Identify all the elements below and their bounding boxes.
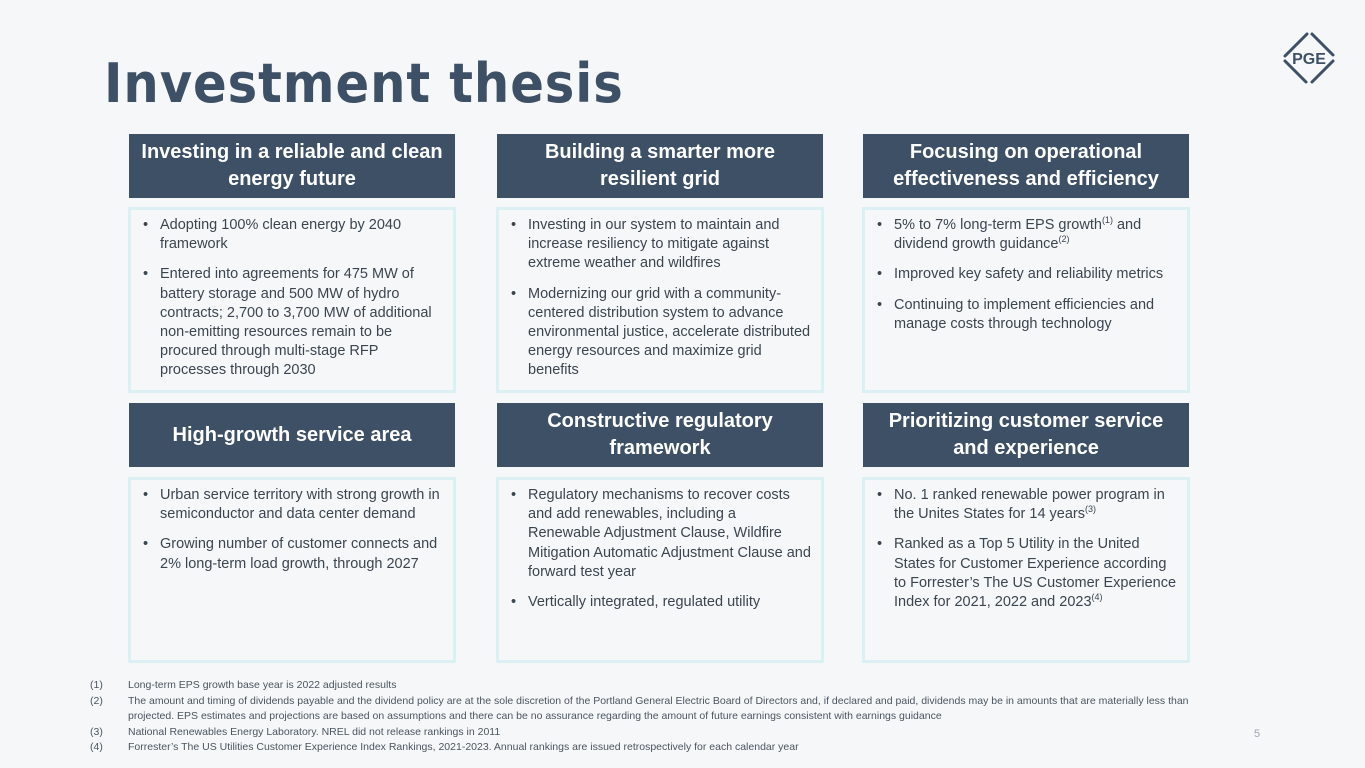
card-body: 5% to 7% long-term EPS growth(1) and div… <box>862 207 1190 393</box>
bullet-item: Urban service territory with strong grow… <box>141 486 443 524</box>
page-number: 5 <box>1254 728 1261 740</box>
bullet-item: Improved key safety and reliability metr… <box>875 265 1177 284</box>
card-header: Prioritizing customer service and experi… <box>863 403 1189 467</box>
bullet-text: Improved key safety and reliability metr… <box>894 266 1164 283</box>
card-body: Regulatory mechanisms to recover costs a… <box>496 477 824 663</box>
footnote-text: Long-term EPS growth base year is 2022 a… <box>128 679 397 691</box>
bullet-text: No. 1 ranked renewable power program in … <box>894 487 1165 523</box>
bullet-text: Vertically integrated, regulated utility <box>528 594 761 611</box>
bullet-text: Adopting 100% clean energy by 2040 frame… <box>160 217 402 253</box>
footnote: (3) National Renewables Energy Laboratory… <box>90 725 1220 741</box>
bullet-item: Growing number of customer connects and … <box>141 535 443 573</box>
bullet-text: Investing in our system to maintain and … <box>528 217 780 272</box>
bullet-text: and dividend growth guidance <box>894 217 1142 253</box>
bullet-item: Ranked as a Top 5 Utility in the United … <box>875 535 1177 612</box>
footnote-number: (4) <box>90 741 103 753</box>
footnote-ref: (1) <box>1101 215 1113 226</box>
footnote-ref: (4) <box>1091 592 1103 603</box>
bullet-item: Vertically integrated, regulated utility <box>509 593 811 612</box>
card-body: Adopting 100% clean energy by 2040 frame… <box>128 207 456 393</box>
bullet-text: Urban service territory with strong grow… <box>160 487 440 523</box>
bullet-text: Modernizing our grid with a community-ce… <box>528 285 811 379</box>
card-header: Constructive regulatory framework <box>497 403 823 467</box>
footnote-ref: (3) <box>1085 504 1097 515</box>
bullet-item: Adopting 100% clean energy by 2040 frame… <box>141 216 443 254</box>
bullet-item: Regulatory mechanisms to recover costs a… <box>509 486 811 582</box>
bullet-item: No. 1 ranked renewable power program in … <box>875 486 1177 524</box>
bullet-item: Entered into agreements for 475 MW of ba… <box>141 265 443 380</box>
card-body: No. 1 ranked renewable power program in … <box>862 477 1190 663</box>
footnote-text: National Renewables Energy Laboratory. N… <box>128 725 501 738</box>
bullet-text: Continuing to implement efficiencies and… <box>894 296 1155 332</box>
bullet-text: Growing number of customer connects and … <box>160 536 438 572</box>
footnotes: (1) Long-term EPS growth base year is 202… <box>90 678 1220 756</box>
footnote: (4) Forrester’s The US Utilities Customer… <box>90 740 1220 756</box>
svg-text:PGE: PGE <box>1292 51 1326 68</box>
bullet-text: Regulatory mechanisms to recover costs a… <box>528 487 811 580</box>
bullet-text: 5% to 7% long-term EPS growth <box>894 217 1102 233</box>
bullet-item: Modernizing our grid with a community-ce… <box>509 285 811 381</box>
footnote-text: The amount and timing of dividends payab… <box>128 694 1189 723</box>
bullet-text: Entered into agreements for 475 MW of ba… <box>160 266 432 379</box>
footnote: (1) Long-term EPS growth base year is 202… <box>90 678 1220 694</box>
page-title: Investment thesis <box>104 52 624 115</box>
pge-logo: PGE <box>1283 32 1335 84</box>
footnote-ref: (2) <box>1058 234 1070 245</box>
footnote-text: Forrester’s The US Utilities Customer Ex… <box>128 741 799 753</box>
card-header: Focusing on operational effectiveness an… <box>863 134 1189 198</box>
bullet-item: Investing in our system to maintain and … <box>509 216 811 274</box>
card-body: Urban service territory with strong grow… <box>128 477 456 663</box>
footnote: (2) The amount and timing of dividends pa… <box>90 694 1220 725</box>
bullet-item: 5% to 7% long-term EPS growth(1) and div… <box>875 216 1177 254</box>
bullet-text: Ranked as a Top 5 Utility in the United … <box>894 536 1177 611</box>
card-header: Building a smarter more resilient grid <box>497 134 823 198</box>
footnote-number: (3) <box>90 725 103 738</box>
footnote-number: (1) <box>90 679 103 691</box>
footnote-number: (2) <box>90 694 103 707</box>
card-header: Investing in a reliable and clean energy… <box>129 134 455 198</box>
bullet-item: Continuing to implement efficiencies and… <box>875 296 1177 334</box>
card-body: Investing in our system to maintain and … <box>496 207 824 393</box>
card-header: High-growth service area <box>129 403 455 467</box>
